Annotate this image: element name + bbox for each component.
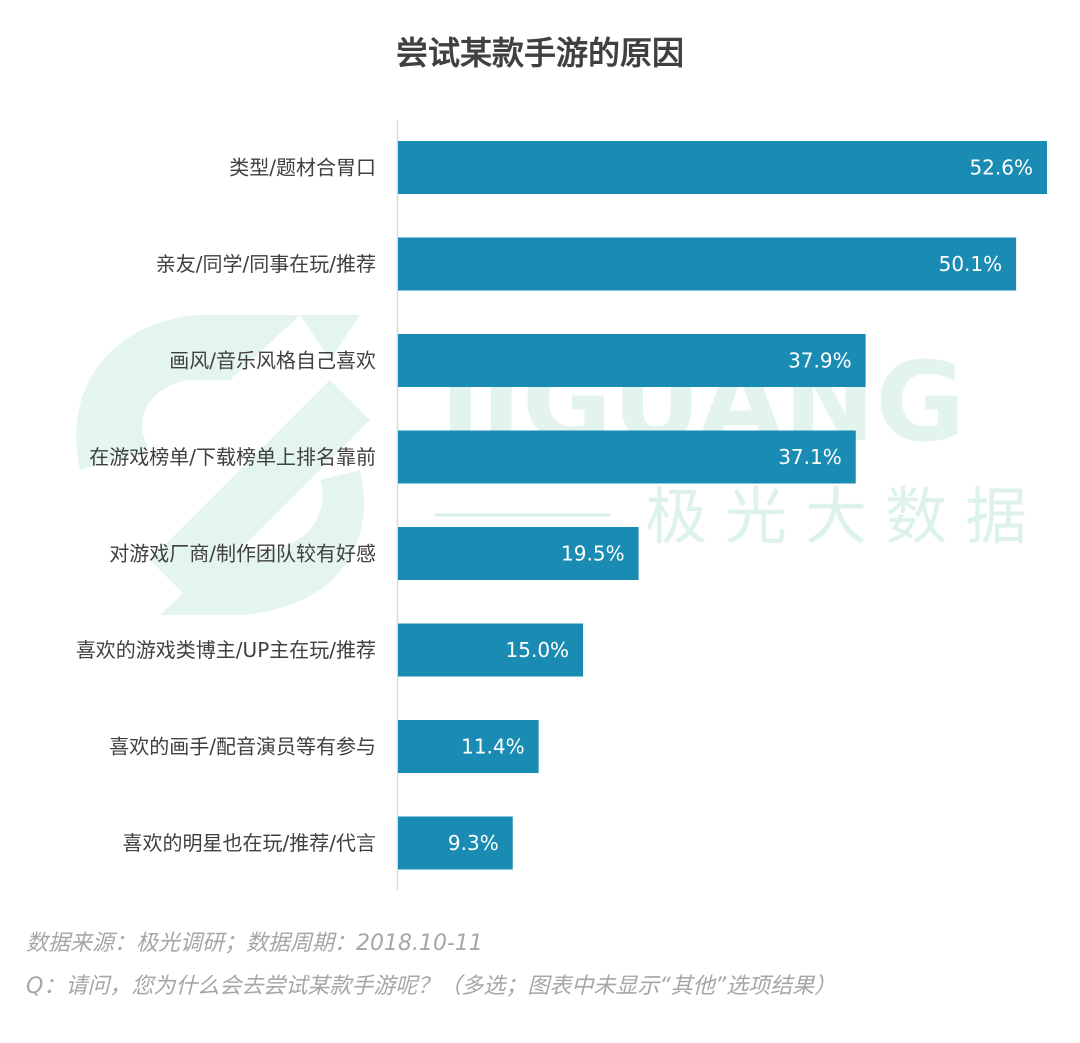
category-label-6: 喜欢的画手/配音演员等有参与 [109,735,376,759]
category-label-4: 对游戏厂商/制作团队较有好感 [109,542,376,566]
bar-7 [398,816,513,870]
bar-value-label-2: 37.9% [788,349,852,373]
bar-value-label-0: 52.6% [969,156,1033,180]
category-label-1: 亲友/同学/同事在玩/推荐 [156,252,376,276]
chart-title: 尝试某款手游的原因 [395,34,684,72]
bar-value-label-7: 9.3% [448,831,499,855]
category-label-7: 喜欢的明星也在玩/推荐/代言 [123,831,376,855]
question-note: Q：请问，您为什么会去尝试某款手游呢？（多选；图表中未显示“其他”选项结果） [26,974,837,999]
category-label-0: 类型/题材合胃口 [229,156,376,180]
bar-value-label-4: 19.5% [561,542,625,566]
bar-4 [398,527,639,580]
bar-3 [398,430,856,484]
bar-2 [398,334,866,387]
bar-value-label-1: 50.1% [939,252,1003,276]
category-label-2: 画风/音乐风格自己喜欢 [169,349,376,373]
bar-1 [398,237,1017,291]
bar-value-label-3: 37.1% [778,445,842,469]
bar-0 [398,141,1047,194]
category-label-3: 在游戏榜单/下载榜单上排名靠前 [89,445,376,469]
category-label-5: 喜欢的游戏类博主/UP主在玩/推荐 [76,638,376,662]
data-source-note: 数据来源：极光调研；数据周期：2018.10-11 [26,931,483,956]
bar-6 [398,720,539,773]
bar-value-label-6: 11.4% [461,735,525,759]
bars-group: 52.6% 类型/题材合胃口 50.1% 亲友/同学/同事在玩/推荐 37.9% 画风/音… [76,141,1047,870]
bar-value-label-5: 15.0% [506,638,570,662]
bar-5 [398,623,584,677]
